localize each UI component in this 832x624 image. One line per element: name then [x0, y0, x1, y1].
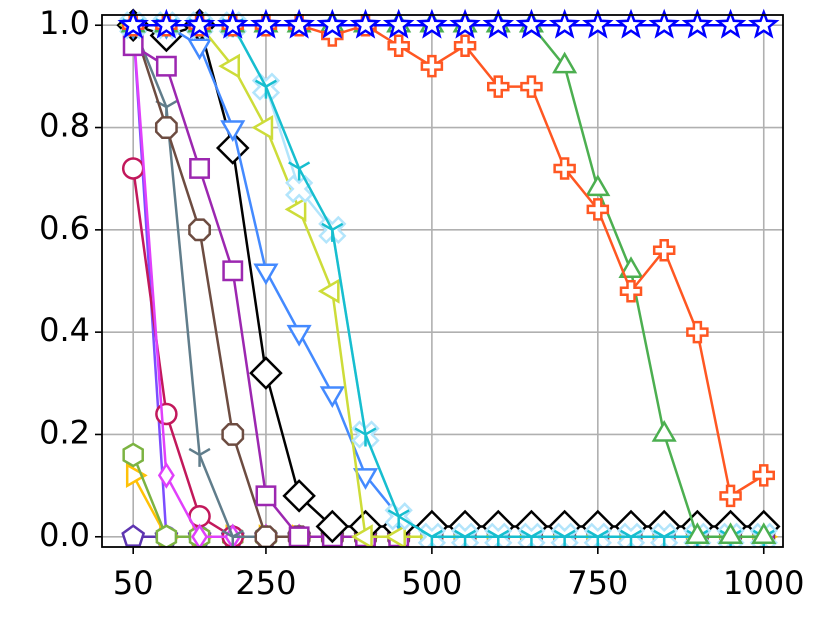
- x-tick-label: 250: [235, 564, 296, 602]
- plot-frame: [101, 14, 784, 548]
- marker: [316, 8, 349, 39]
- marker: [121, 524, 146, 547]
- marker: [585, 174, 611, 197]
- marker: [586, 198, 610, 221]
- marker: [189, 158, 211, 179]
- marker: [681, 8, 714, 39]
- marker: [652, 239, 676, 262]
- marker: [487, 75, 510, 98]
- marker: [315, 509, 350, 544]
- marker: [321, 222, 344, 242]
- marker: [125, 462, 148, 488]
- x-tick-label: 50: [113, 564, 154, 602]
- marker: [619, 279, 643, 303]
- marker: [387, 509, 410, 529]
- marker: [191, 523, 209, 547]
- x-tick-label: 1000: [723, 564, 804, 602]
- marker: [648, 8, 680, 39]
- y-tick-label: 0.6: [39, 209, 90, 247]
- marker: [352, 468, 379, 490]
- x-tick-label: 500: [401, 564, 462, 602]
- marker: [255, 485, 277, 507]
- marker: [552, 51, 578, 74]
- marker: [482, 8, 514, 39]
- marker: [384, 524, 406, 547]
- marker: [719, 484, 742, 508]
- marker: [155, 55, 177, 77]
- marker: [686, 320, 709, 344]
- marker: [515, 8, 548, 39]
- y-tick-label: 0.0: [39, 516, 90, 554]
- marker: [251, 114, 274, 141]
- marker: [319, 386, 345, 409]
- y-tick-label: 0.8: [39, 107, 90, 145]
- marker: [651, 419, 677, 442]
- x-tick-label: 750: [567, 564, 628, 602]
- marker: [714, 8, 747, 39]
- marker: [254, 79, 277, 99]
- marker: [748, 8, 780, 39]
- y-tick-label: 1.0: [39, 4, 90, 42]
- marker: [188, 218, 211, 242]
- series-line: [132, 44, 764, 539]
- marker: [253, 263, 279, 286]
- marker: [618, 256, 644, 279]
- marker: [283, 8, 315, 39]
- marker: [718, 522, 744, 545]
- marker: [288, 526, 310, 547]
- marker: [684, 522, 710, 545]
- marker: [416, 8, 448, 39]
- marker: [548, 8, 581, 39]
- marker: [155, 524, 178, 547]
- marker: [382, 8, 415, 39]
- plot: [116, 8, 781, 547]
- marker: [154, 116, 178, 139]
- marker: [284, 174, 314, 204]
- marker: [218, 53, 241, 79]
- y-tick-label: 0.4: [39, 311, 90, 349]
- marker: [449, 8, 481, 39]
- marker: [387, 34, 410, 57]
- marker: [157, 462, 175, 489]
- marker: [187, 38, 213, 61]
- series: [121, 13, 776, 508]
- marker: [615, 8, 647, 39]
- marker: [249, 356, 283, 390]
- marker: [121, 157, 145, 180]
- series-line: [131, 168, 764, 539]
- marker: [183, 8, 216, 39]
- marker: [351, 524, 373, 547]
- marker: [453, 34, 477, 57]
- marker: [217, 8, 249, 39]
- marker: [282, 479, 316, 513]
- marker: [520, 75, 543, 98]
- marker: [752, 464, 776, 487]
- marker: [222, 260, 244, 282]
- marker: [188, 447, 211, 467]
- marker: [751, 522, 777, 545]
- series: [117, 8, 780, 39]
- marker: [553, 157, 576, 180]
- marker: [286, 324, 312, 347]
- marker: [155, 402, 178, 426]
- marker: [582, 8, 614, 39]
- marker: [349, 8, 382, 39]
- marker: [250, 8, 282, 39]
- marker: [288, 161, 311, 181]
- y-tick-label: 0.2: [39, 413, 90, 451]
- marker: [117, 8, 149, 39]
- series: [121, 157, 775, 547]
- marker: [420, 54, 444, 78]
- marker: [354, 427, 377, 447]
- marker: [122, 35, 144, 57]
- marker: [150, 8, 183, 39]
- marker: [221, 423, 245, 446]
- marker: [122, 442, 144, 468]
- marker: [317, 278, 340, 304]
- marker: [284, 196, 307, 222]
- marker: [254, 525, 278, 547]
- marker: [220, 120, 246, 143]
